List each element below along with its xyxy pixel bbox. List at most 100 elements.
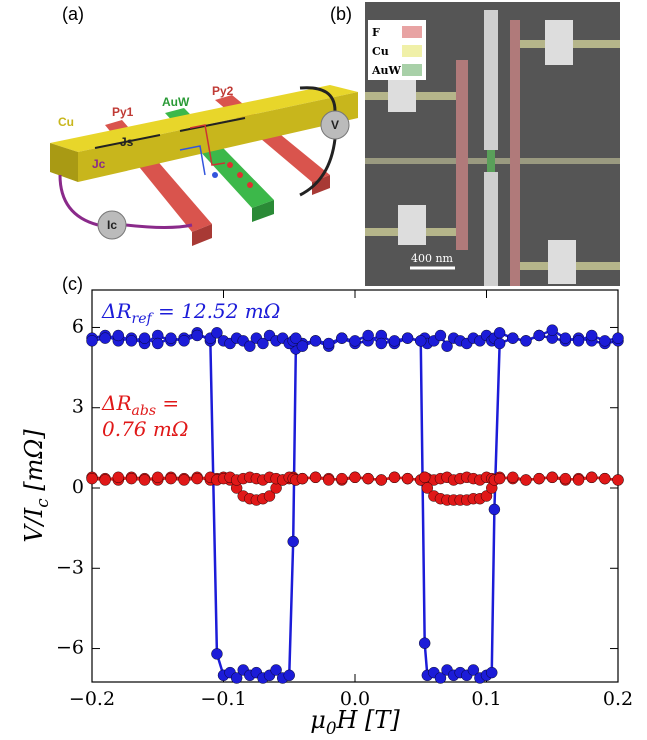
pad xyxy=(398,205,426,245)
panel-label: (a) xyxy=(62,4,84,24)
data-point xyxy=(559,472,572,485)
data-point xyxy=(244,340,256,352)
series-line xyxy=(91,331,619,680)
electron xyxy=(227,162,233,168)
y-tick-label: 0 xyxy=(72,476,84,498)
x-axis-label: μ0H [T] xyxy=(310,706,400,738)
data-point xyxy=(349,471,361,484)
data-point xyxy=(287,535,299,548)
data-point xyxy=(270,664,282,676)
data-point xyxy=(211,327,223,339)
data-point xyxy=(493,337,506,350)
legend-label: Cu xyxy=(372,45,389,58)
electrode xyxy=(484,10,498,150)
data-point xyxy=(86,472,98,485)
data-point xyxy=(257,337,269,350)
annotation-part: = 12.52 mΩ xyxy=(152,299,281,323)
data-point xyxy=(152,471,164,484)
data-point xyxy=(323,474,335,486)
ic-label: Ic xyxy=(107,218,117,232)
js-arrow xyxy=(94,134,161,149)
data-point xyxy=(362,329,374,342)
data-point xyxy=(309,471,322,484)
electron xyxy=(247,182,253,188)
cu-front xyxy=(78,92,358,182)
data-point xyxy=(434,672,447,684)
data-point xyxy=(441,340,453,352)
data-point xyxy=(309,335,322,347)
data-point xyxy=(388,471,401,484)
data-point xyxy=(401,472,414,485)
data-point xyxy=(507,332,519,344)
jc-label: Jc xyxy=(92,157,106,171)
y-tick-label: −6 xyxy=(56,637,84,659)
js-label: Js xyxy=(120,135,134,149)
wire xyxy=(299,138,337,197)
x-tick-label: 0.1 xyxy=(471,688,501,710)
x-tick-label: 0.0 xyxy=(340,688,370,710)
wire xyxy=(58,174,99,227)
data-point xyxy=(349,335,361,347)
legend-label: AuW xyxy=(371,64,402,77)
annotation-part: ΔR xyxy=(101,299,132,323)
x-axis-label-part: 0 xyxy=(326,718,337,738)
data-point xyxy=(415,335,427,347)
wire xyxy=(125,223,193,229)
sem-legend: F Cu AuW xyxy=(371,26,422,77)
annotation-part: abs xyxy=(132,403,157,419)
y-axis-label: V/Ic [mΩ] xyxy=(20,429,52,543)
pad xyxy=(545,20,573,65)
py2-side xyxy=(312,175,330,195)
series-line xyxy=(91,328,619,680)
data-point xyxy=(546,324,558,336)
electron xyxy=(237,172,243,178)
data-point xyxy=(336,332,348,344)
data-point xyxy=(138,332,151,344)
current-source xyxy=(97,210,127,240)
data-point xyxy=(612,332,624,344)
data-point xyxy=(191,472,203,485)
data-point xyxy=(230,672,243,684)
data-point xyxy=(418,471,431,484)
data-point xyxy=(178,474,190,486)
panel-label: (c) xyxy=(62,274,83,294)
annotation-part: 0.76 mΩ xyxy=(102,417,188,441)
electron xyxy=(212,172,218,178)
cu-label: Cu xyxy=(58,115,74,129)
data-point xyxy=(559,332,572,344)
data-point xyxy=(507,471,519,484)
scale-bar-label: 400 nm xyxy=(411,252,454,265)
annotation: ΔRabs = xyxy=(101,391,179,419)
data-point xyxy=(586,329,598,342)
v-label: V xyxy=(331,118,339,132)
data-point xyxy=(125,335,138,347)
voltmeter xyxy=(320,110,350,140)
data-point xyxy=(486,666,498,679)
annotation-part: = xyxy=(156,391,179,415)
x-tick-label: −0.2 xyxy=(69,688,115,710)
data-point xyxy=(421,482,434,494)
data-point xyxy=(211,648,223,660)
py1-label: Py1 xyxy=(112,105,134,119)
data-point xyxy=(520,474,532,486)
data-point xyxy=(480,490,493,502)
data-point xyxy=(533,329,545,342)
data-point xyxy=(375,337,387,350)
y-axis-label-part: c xyxy=(32,498,52,508)
data-point xyxy=(112,471,125,484)
auw-label: AuW xyxy=(162,95,190,109)
electrode xyxy=(484,172,498,286)
y-tick-label: 6 xyxy=(72,315,84,337)
data-point xyxy=(99,332,111,344)
data-point xyxy=(520,335,532,347)
ferromagnet xyxy=(456,60,468,250)
data-point xyxy=(296,340,309,352)
y-tick-label: −3 xyxy=(56,556,84,578)
y-axis-label-part: [mΩ] xyxy=(20,429,48,499)
annotation: 0.76 mΩ xyxy=(102,417,188,441)
y-tick-label: 3 xyxy=(72,396,84,418)
cu-top xyxy=(50,85,358,152)
data-point xyxy=(296,472,309,485)
